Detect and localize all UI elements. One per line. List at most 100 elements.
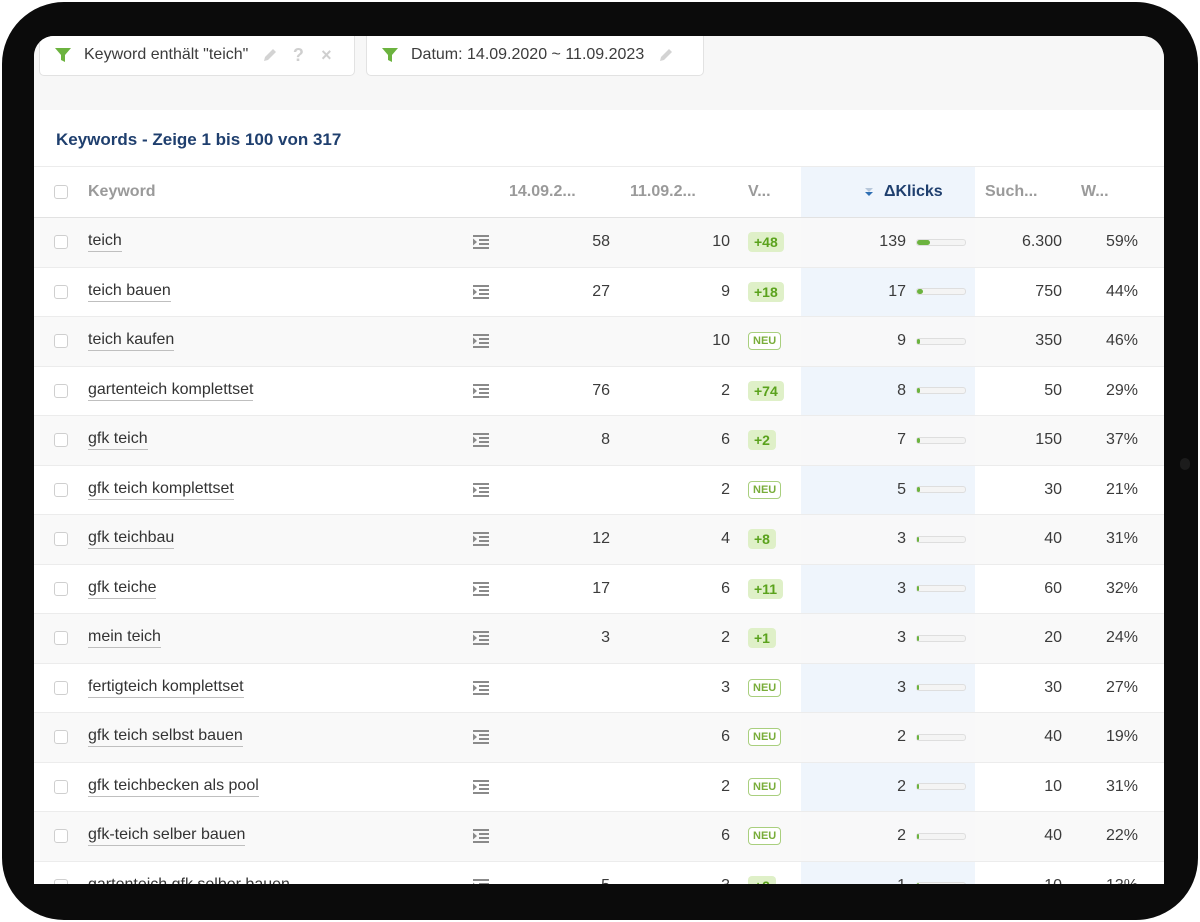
delta-klicks-value: 139 (879, 233, 906, 251)
table-row[interactable]: gfk teich komplettset 2 NEU 5 30 (34, 466, 1164, 515)
expand-details-icon[interactable] (473, 433, 489, 448)
expand-details-icon[interactable] (473, 779, 489, 794)
expand-details-icon[interactable] (473, 631, 489, 646)
filter-chip-label: Keyword enthält "teich" (84, 46, 249, 63)
new-badge: NEU (748, 728, 782, 747)
klicks-progress-fill (917, 685, 919, 691)
expand-details-icon[interactable] (473, 383, 489, 398)
expand-details-icon[interactable] (473, 878, 489, 884)
filter-chip-keyword[interactable]: Keyword enthält "teich" ? × (39, 36, 355, 76)
table-row[interactable]: mein teich 3 2 +1 3 20 24% (34, 614, 1164, 664)
row-checkbox[interactable] (54, 779, 68, 794)
select-all-checkbox[interactable] (54, 185, 68, 199)
row-checkbox[interactable] (54, 482, 68, 497)
row-checkbox[interactable] (54, 235, 68, 250)
row-checkbox[interactable] (54, 284, 68, 299)
row-checkbox[interactable] (54, 878, 68, 884)
row-checkbox[interactable] (54, 532, 68, 547)
keyword-link[interactable]: teich bauen (88, 282, 171, 302)
keyword-link[interactable]: gfk teich selbst bauen (88, 727, 243, 748)
expand-details-icon[interactable] (473, 235, 489, 250)
suchvolumen-value: 10 (974, 862, 1062, 884)
klicks-progress-fill (917, 487, 920, 493)
table-header-row: Keyword 14.09.2... 11.09.2... V... ΔKlic… (34, 167, 1164, 218)
klicks-progress-bar (916, 535, 966, 543)
change-badge: +2 (748, 875, 776, 884)
keyword-link[interactable]: gfk teichbau (88, 529, 175, 550)
table-row[interactable]: gfk teich 8 6 +2 7 150 37% (34, 416, 1164, 466)
keyword-link[interactable]: gfk teich komplettset (88, 480, 234, 500)
row-checkbox[interactable] (54, 334, 68, 349)
table-row[interactable]: teich bauen 27 9 +18 17 750 44% (34, 268, 1164, 317)
column-header-w[interactable]: W... (1081, 183, 1109, 200)
row-checkbox[interactable] (54, 680, 68, 695)
delta-klicks-value: 1 (810, 862, 906, 884)
expand-details-icon[interactable] (473, 334, 489, 349)
clicks-start-value (494, 763, 610, 812)
suchvolumen-value: 30 (1044, 678, 1062, 696)
suchvolumen-value: 150 (1035, 431, 1062, 449)
delta-klicks-value: 17 (888, 282, 906, 300)
change-badge: +1 (748, 628, 776, 649)
keyword-link[interactable]: fertigteich komplettset (88, 678, 244, 698)
row-checkbox[interactable] (54, 631, 68, 646)
expand-details-icon[interactable] (473, 730, 489, 745)
table-row[interactable]: gfk teichbecken als pool 2 NEU 2 10 (34, 763, 1164, 812)
help-icon[interactable]: ? (292, 45, 304, 65)
keyword-link[interactable]: gartenteich komplettset (88, 381, 254, 401)
row-checkbox[interactable] (54, 730, 68, 745)
pencil-icon[interactable] (262, 47, 278, 63)
keyword-link[interactable]: teich (88, 232, 122, 253)
new-badge: NEU (748, 480, 782, 499)
table-row[interactable]: teich 58 10 +48 139 6.300 59% (34, 218, 1164, 268)
table-row[interactable]: gartenteich gfk selber bauen 5 3 +2 1 10 (34, 862, 1164, 884)
keyword-link[interactable]: gfk teichbecken als pool (88, 777, 259, 797)
table-row[interactable]: gfk teichbau 12 4 +8 3 40 31% (34, 515, 1164, 565)
suchvolumen-value: 10 (1044, 777, 1062, 795)
row-checkbox[interactable] (54, 433, 68, 448)
pencil-icon[interactable] (658, 47, 674, 63)
table-row[interactable]: teich kaufen 10 NEU 9 350 46% (34, 317, 1164, 367)
table-row[interactable]: gartenteich komplettset 76 2 +74 8 50 (34, 367, 1164, 416)
close-icon[interactable]: × (321, 45, 332, 65)
expand-details-icon[interactable] (473, 482, 489, 497)
klicks-progress-fill (917, 239, 931, 245)
expand-details-icon[interactable] (473, 680, 489, 695)
column-header-keyword[interactable]: Keyword (88, 183, 156, 200)
keyword-link[interactable]: gartenteich gfk selber bauen (88, 876, 290, 884)
column-header-suchvolumen[interactable]: Such... (985, 183, 1038, 200)
table-row[interactable]: gfk teich selbst bauen 6 NEU 2 40 (34, 713, 1164, 763)
row-checkbox[interactable] (54, 581, 68, 596)
clicks-start-value (494, 317, 610, 366)
filter-chip-date[interactable]: Datum: 14.09.2020 ~ 11.09.2023 (366, 36, 704, 76)
keyword-link[interactable]: mein teich (88, 628, 161, 649)
clicks-end-value: 6 (721, 728, 730, 746)
row-checkbox[interactable] (54, 383, 68, 398)
delta-klicks-value: 8 (897, 381, 906, 399)
w-value: 44% (1105, 282, 1138, 300)
keyword-link[interactable]: teich kaufen (88, 331, 175, 352)
column-header-date-end[interactable]: 11.09.2... (630, 183, 696, 200)
suchvolumen-value: 750 (1035, 282, 1062, 300)
expand-details-icon[interactable] (473, 581, 489, 596)
table-row[interactable]: gfk teiche 17 6 +11 3 60 32% (34, 565, 1164, 614)
table-row[interactable]: gfk-teich selber bauen 6 NEU 2 40 (34, 812, 1164, 862)
table-row[interactable]: fertigteich komplettset 3 NEU 3 30 (34, 664, 1164, 713)
clicks-start-value: 27 (592, 282, 610, 300)
column-header-change[interactable]: V... (748, 183, 771, 200)
klicks-progress-bar (916, 436, 966, 444)
expand-details-icon[interactable] (473, 829, 489, 844)
delta-klicks-value: 2 (897, 827, 906, 845)
row-checkbox[interactable] (54, 829, 68, 844)
w-value: 59% (1105, 233, 1138, 251)
expand-details-icon[interactable] (473, 532, 489, 547)
w-value: 24% (1105, 629, 1138, 647)
keyword-link[interactable]: gfk-teich selber bauen (88, 826, 246, 847)
column-header-date-start[interactable]: 14.09.2... (509, 183, 576, 200)
keyword-link[interactable]: gfk teich (88, 430, 148, 451)
keyword-link[interactable]: gfk teiche (88, 579, 157, 599)
delta-klicks-value: 2 (897, 728, 906, 746)
funnel-icon (382, 48, 398, 62)
expand-details-icon[interactable] (473, 284, 489, 299)
column-header-delta-klicks[interactable]: ΔKlicks (864, 167, 974, 217)
